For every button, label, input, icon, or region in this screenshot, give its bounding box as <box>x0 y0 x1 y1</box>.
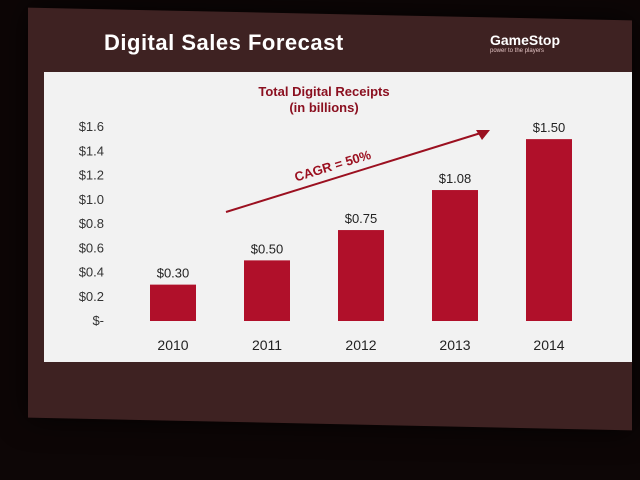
y-tick-label: $0.6 <box>79 240 104 255</box>
y-tick-label: $1.2 <box>79 168 104 183</box>
chart-subtitle: (in billions) <box>289 100 358 115</box>
chart-title: Total Digital Receipts <box>258 84 389 99</box>
y-tick-label: $0.8 <box>79 216 104 231</box>
company-logo: GameStop power to the players <box>490 32 580 58</box>
bar-chart: Total Digital Receipts (in billions) $- $… <box>79 84 572 353</box>
bar-2011 <box>244 260 290 321</box>
y-tick-label: $1.4 <box>79 143 104 158</box>
data-label: $0.30 <box>157 266 190 281</box>
x-tick-label: 2010 <box>157 337 188 353</box>
data-label: $0.75 <box>345 211 378 226</box>
bar-2012 <box>338 230 384 321</box>
logo-text: GameStop <box>490 32 561 48</box>
y-tick-label: $1.6 <box>79 119 104 134</box>
x-tick-label: 2012 <box>345 337 376 353</box>
x-tick-label: 2011 <box>252 337 282 353</box>
data-label: $1.08 <box>439 171 472 186</box>
cagr-arrow <box>225 131 485 213</box>
y-tick-label: $- <box>92 313 104 328</box>
data-label: $0.50 <box>251 241 284 256</box>
y-tick-label: $0.2 <box>79 289 104 304</box>
x-tick-label: 2014 <box>533 337 564 353</box>
y-tick-label: $1.0 <box>79 192 104 207</box>
bar-2014 <box>526 139 572 321</box>
data-label: $1.50 <box>533 120 566 135</box>
bar-2013 <box>432 190 478 321</box>
cagr-arrowhead <box>476 130 490 140</box>
y-tick-label: $0.4 <box>79 265 104 280</box>
logo-tagline: power to the players <box>490 48 545 54</box>
x-tick-label: 2013 <box>439 337 470 353</box>
slide-title: Digital Sales Forecast <box>104 30 344 55</box>
bar-2010 <box>150 284 196 321</box>
